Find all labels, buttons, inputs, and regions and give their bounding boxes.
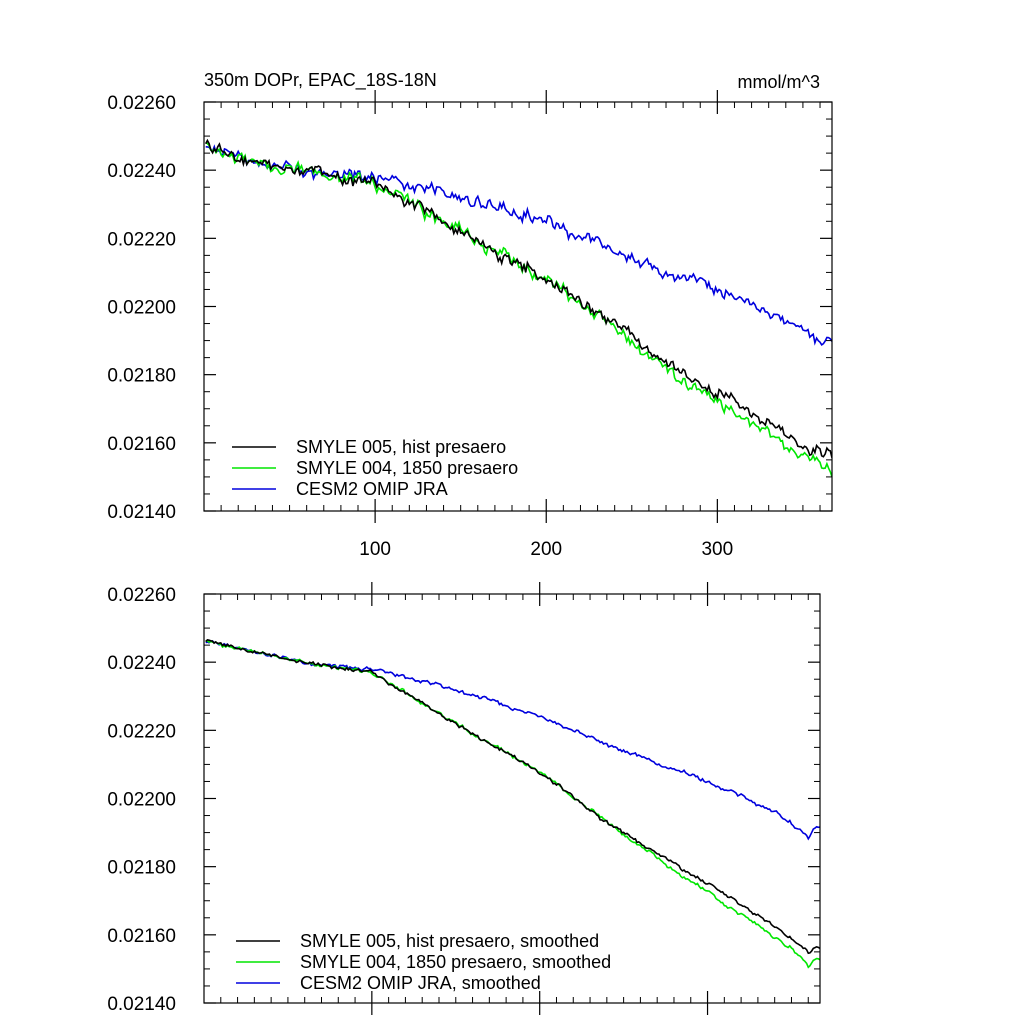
- y-tick-label: 0.02240: [107, 653, 176, 674]
- legend-label: SMYLE 005, hist presaero: [296, 437, 506, 457]
- legend-label: SMYLE 005, hist presaero, smoothed: [300, 931, 599, 951]
- series-line-1: [204, 138, 832, 458]
- y-tick-label: 0.02160: [107, 926, 176, 947]
- y-tick-label: 0.02200: [107, 790, 176, 811]
- y-tick-label: 0.02220: [107, 721, 176, 742]
- chart-panel-1: 350m DOPr, EPAC_18S-18N mmol/m^3 0.02140 0.…: [107, 70, 833, 560]
- x-tick-label: 200: [530, 539, 562, 560]
- y-tick-label: 0.02260: [107, 585, 176, 606]
- y-tick-label: 0.02160: [107, 434, 176, 455]
- legend-label: SMYLE 004, 1850 presaero, smoothed: [300, 952, 611, 972]
- y-tick-label: 0.02180: [107, 858, 176, 879]
- x-tick-label: 100: [359, 539, 391, 560]
- y-tick-label: 0.02240: [107, 161, 176, 182]
- legend-label: CESM2 OMIP JRA, smoothed: [300, 973, 541, 993]
- series-line-1: [205, 639, 820, 955]
- series-line-3: [205, 144, 832, 347]
- legend-label: CESM2 OMIP JRA: [296, 479, 448, 499]
- y-tick-label: 0.02140: [107, 502, 176, 523]
- y-tick-label: 0.02220: [107, 229, 176, 250]
- legend-label: SMYLE 004, 1850 presaero: [296, 458, 518, 478]
- legend: SMYLE 005, hist presaero, smoothedSMYLE …: [236, 931, 611, 993]
- y-tick-label: 0.02200: [107, 298, 176, 319]
- y-tick-label: 0.02140: [107, 994, 176, 1015]
- chart-title: 350m DOPr, EPAC_18S-18N: [204, 70, 437, 91]
- y-tick-label: 0.02260: [107, 93, 176, 114]
- units-label: mmol/m^3: [738, 72, 820, 92]
- series-group: [204, 138, 832, 478]
- y-tick-label: 0.02180: [107, 366, 176, 387]
- x-tick-label: 300: [701, 539, 733, 560]
- series-group: [205, 639, 820, 969]
- chart-panel-2: 0.02140 0.02160 0.02180 0.02200 0.02220 0.022…: [107, 582, 821, 1015]
